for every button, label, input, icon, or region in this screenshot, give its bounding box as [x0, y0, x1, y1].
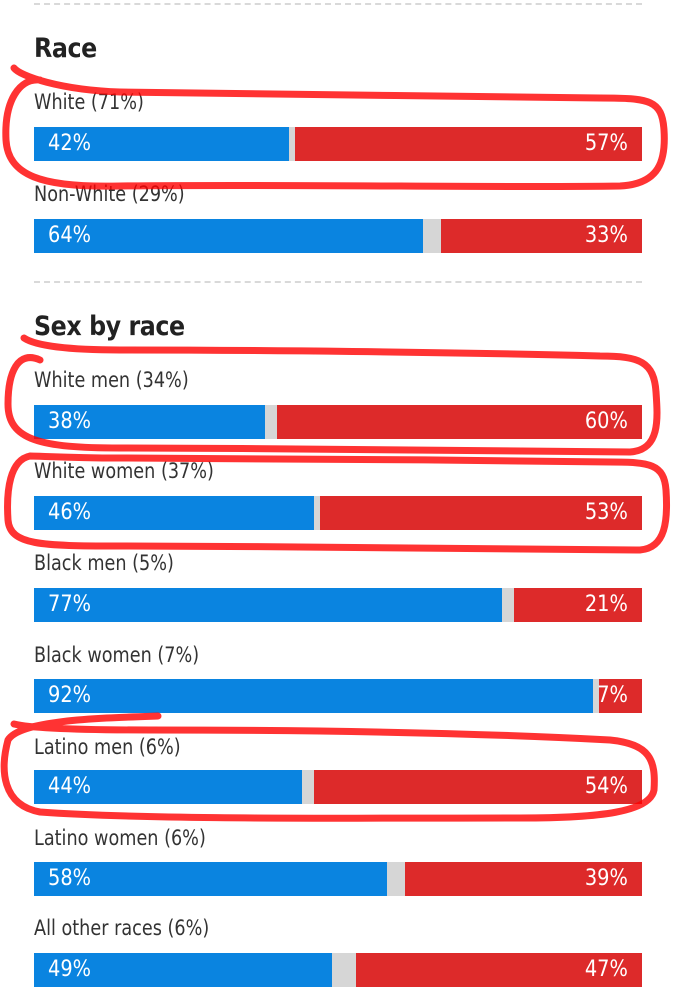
- republican-bar-segment: [405, 862, 642, 896]
- republican-percent-label: 53%: [584, 500, 628, 525]
- row-label: Latino women (6%): [34, 826, 206, 850]
- republican-bar-segment: [599, 679, 642, 713]
- republican-percent-label: 21%: [584, 592, 628, 617]
- republican-bar-segment: [514, 588, 642, 622]
- row-label: White men (34%): [34, 368, 189, 392]
- stacked-bar: 92% 7%: [34, 679, 642, 713]
- republican-percent-label: 54%: [584, 774, 628, 799]
- stacked-bar: 64% 33%: [34, 219, 642, 253]
- row-label: Black women (7%): [34, 643, 200, 667]
- republican-percent-label: 60%: [584, 409, 628, 434]
- section-divider: [34, 281, 642, 283]
- stacked-bar: 58% 39%: [34, 862, 642, 896]
- republican-bar-segment: [356, 953, 642, 987]
- row-label: All other races (6%): [34, 916, 210, 940]
- democrat-percent-label: 92%: [48, 683, 92, 708]
- stacked-bar: 44% 54%: [34, 770, 642, 804]
- section-title: Race: [34, 33, 97, 64]
- section-title: Sex by race: [34, 311, 185, 342]
- stacked-bar: 49% 47%: [34, 953, 642, 987]
- democrat-bar-segment: [34, 219, 423, 253]
- democrat-bar-segment: [34, 679, 593, 713]
- row-label: White women (37%): [34, 459, 214, 483]
- democrat-percent-label: 49%: [48, 957, 92, 982]
- democrat-percent-label: 44%: [48, 774, 92, 799]
- stacked-bar: 46% 53%: [34, 496, 642, 530]
- section-divider: [34, 3, 642, 5]
- republican-percent-label: 39%: [584, 866, 628, 891]
- republican-percent-label: 47%: [584, 957, 628, 982]
- democrat-bar-segment: [34, 862, 387, 896]
- stacked-bar: 38% 60%: [34, 405, 642, 439]
- stacked-bar: 77% 21%: [34, 588, 642, 622]
- democrat-percent-label: 38%: [48, 409, 92, 434]
- stacked-bar: 42% 57%: [34, 127, 642, 161]
- democrat-percent-label: 58%: [48, 866, 92, 891]
- republican-percent-label: 57%: [584, 131, 628, 156]
- republican-percent-label: 7%: [597, 683, 628, 708]
- republican-bar-segment: [441, 219, 642, 253]
- democrat-percent-label: 46%: [48, 500, 92, 525]
- row-label: Black men (5%): [34, 551, 174, 575]
- democrat-bar-segment: [34, 953, 332, 987]
- row-label: Non-White (29%): [34, 182, 185, 206]
- democrat-percent-label: 64%: [48, 223, 92, 248]
- row-label: White (71%): [34, 90, 144, 114]
- democrat-percent-label: 77%: [48, 592, 92, 617]
- row-label: Latino men (6%): [34, 735, 181, 759]
- democrat-percent-label: 42%: [48, 131, 92, 156]
- republican-percent-label: 33%: [584, 223, 628, 248]
- democrat-bar-segment: [34, 588, 502, 622]
